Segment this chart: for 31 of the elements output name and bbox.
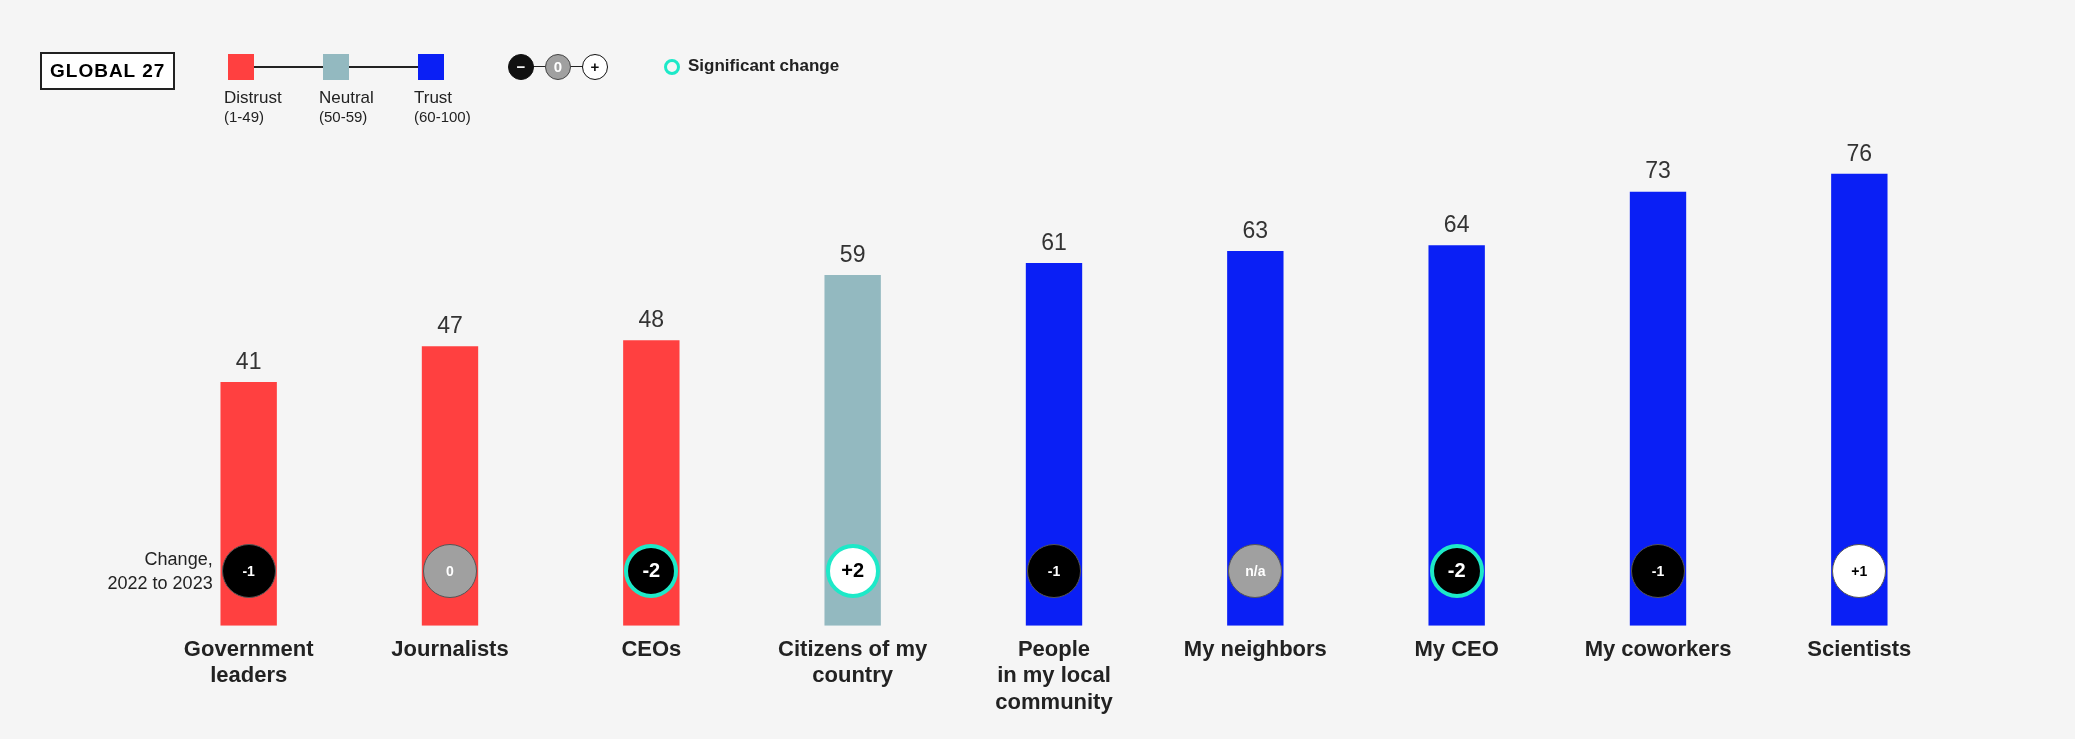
chart-title: GLOBAL 27 [40, 52, 176, 90]
data-label: 59 [839, 240, 866, 267]
text: Significant change [687, 56, 840, 75]
data-label: 73 [1645, 157, 1671, 184]
data-label: 47 [437, 312, 463, 339]
bar [1831, 173, 1888, 626]
x-tick-label: People in my local community [995, 636, 1114, 714]
x-tick-label: My CEO [1414, 636, 1499, 662]
data-label: 61 [1041, 228, 1067, 255]
bar [1629, 191, 1687, 626]
data-label: 48 [638, 306, 665, 333]
legend-label: Distrust (1-49) [224, 88, 282, 126]
data-label: 41 [235, 347, 262, 374]
data-label: 64 [1443, 211, 1470, 237]
data-label: 63 [1242, 216, 1269, 243]
text: 0 [545, 54, 571, 80]
x-tick-label: CEOs [621, 636, 682, 662]
x-tick-label: Journalists [391, 636, 509, 662]
legend-label: Neutral (50-59) [319, 88, 374, 126]
annotation: Change, 2022 to 2023 [106, 547, 213, 595]
x-tick-label: My coworkers [1584, 636, 1732, 662]
text: + [582, 54, 608, 80]
text: − [508, 54, 534, 80]
data-label: 76 [1846, 139, 1873, 166]
bar [1227, 251, 1284, 626]
x-tick-label: Government leaders [183, 636, 315, 688]
x-tick-label: My neighbors [1183, 636, 1327, 662]
bar [1428, 245, 1485, 626]
x-tick-label: Citizens of my country [778, 636, 928, 688]
legend-label: Trust (60-100) [414, 88, 471, 126]
x-tick-label: Scientists [1807, 636, 1912, 662]
